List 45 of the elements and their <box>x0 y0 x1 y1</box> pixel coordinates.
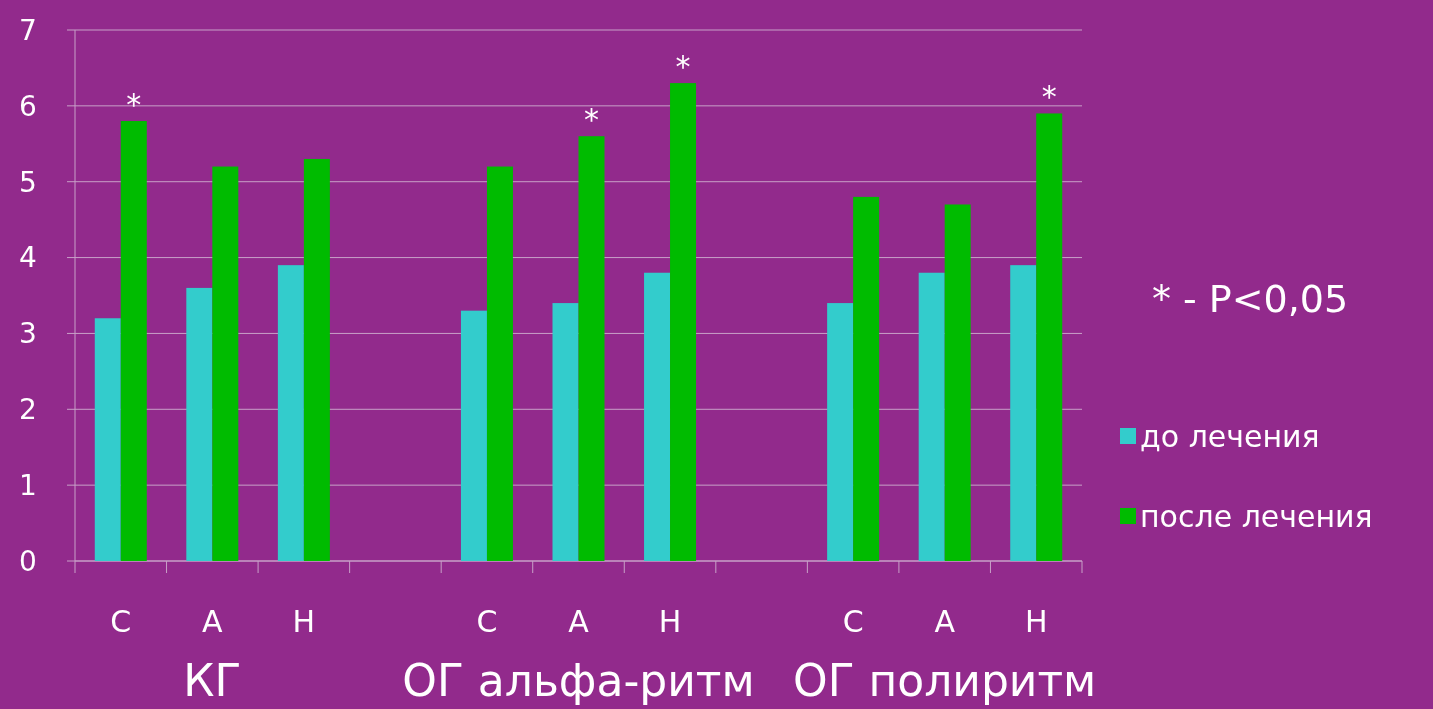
text: ОГ альфа-ритм <box>402 655 755 706</box>
bar <box>277 265 304 561</box>
bar <box>212 166 239 561</box>
data-label: * <box>1041 79 1057 115</box>
y-tick-label: 0 <box>19 544 37 578</box>
y-tick-label: 1 <box>19 468 37 502</box>
bar <box>94 318 121 561</box>
x-tick-label: А <box>568 604 590 639</box>
y-tick-label: 7 <box>19 13 37 47</box>
x-tick-label: Н <box>1024 604 1048 639</box>
x-tick-label: А <box>934 604 956 639</box>
text: ОГ полиритм <box>793 655 1097 706</box>
bar <box>486 166 513 561</box>
y-tick-label: 2 <box>19 393 37 427</box>
bar <box>670 83 697 561</box>
y-tick-label: 5 <box>19 165 37 199</box>
x-tick-label: Н <box>658 604 682 639</box>
x-tick-label: С <box>476 604 498 639</box>
bar <box>827 303 854 561</box>
y-tick-label: 3 <box>19 317 37 351</box>
bar <box>552 303 579 561</box>
bar <box>460 310 487 561</box>
bar <box>918 272 945 561</box>
bar <box>303 158 330 561</box>
x-tick-label: А <box>202 604 224 639</box>
bar <box>120 121 147 561</box>
bar <box>944 204 971 561</box>
bar <box>186 287 213 561</box>
data-label: * <box>584 102 599 138</box>
text: КГ <box>183 655 242 706</box>
data-label: * <box>675 49 691 85</box>
legend-label: после лечения <box>1140 498 1373 534</box>
bar <box>1010 265 1037 561</box>
legend-label: до лечения <box>1140 418 1320 454</box>
bar <box>1036 113 1063 561</box>
bar <box>644 272 671 561</box>
bar <box>578 136 605 561</box>
y-tick-label: 4 <box>19 241 37 275</box>
text: * - P<0,05 <box>1151 277 1349 321</box>
x-tick-label: С <box>842 604 864 639</box>
y-tick-label: 6 <box>19 89 37 123</box>
x-tick-label: Н <box>292 604 316 639</box>
bar <box>853 196 880 561</box>
x-tick-label: С <box>110 604 132 639</box>
data-label: * <box>126 87 142 123</box>
